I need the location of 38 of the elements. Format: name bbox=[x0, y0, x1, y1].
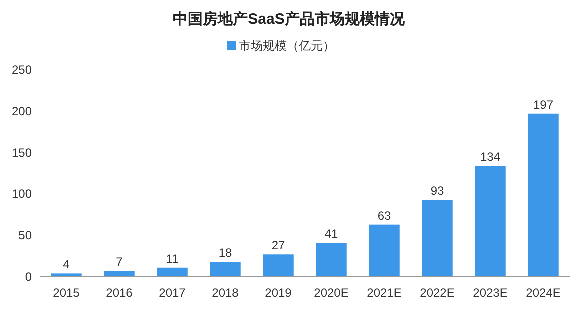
data-label: 63 bbox=[378, 208, 392, 223]
bar bbox=[210, 262, 241, 277]
chart-title: 中国房地产SaaS产品市场规模情况 bbox=[173, 10, 406, 28]
y-tick-label: 100 bbox=[12, 187, 32, 202]
data-label: 11 bbox=[166, 252, 180, 266]
data-label: 27 bbox=[272, 238, 286, 253]
bar bbox=[528, 114, 559, 277]
x-tick-label: 2023E bbox=[473, 286, 508, 300]
x-tick-label: 2017 bbox=[159, 286, 186, 300]
x-tick-label: 2018 bbox=[212, 286, 240, 300]
x-tick-label: 2016 bbox=[106, 286, 134, 300]
data-label: 134 bbox=[480, 150, 501, 164]
bar bbox=[263, 254, 294, 277]
x-tick-label: 2021E bbox=[367, 286, 402, 300]
x-tick-label: 2024E bbox=[526, 286, 561, 300]
y-tick-label: 50 bbox=[18, 228, 32, 243]
x-tick-label: 2020E bbox=[314, 286, 349, 300]
x-tick-label: 2022E bbox=[420, 286, 455, 300]
bar bbox=[316, 243, 347, 277]
x-tick-label: 2015 bbox=[53, 286, 80, 300]
data-label: 4 bbox=[63, 258, 70, 272]
y-tick-label: 0 bbox=[25, 270, 32, 284]
bar bbox=[475, 166, 506, 277]
data-label: 18 bbox=[218, 246, 232, 260]
x-tick-label: 2019 bbox=[265, 286, 292, 300]
data-label: 7 bbox=[116, 255, 124, 270]
bar bbox=[157, 268, 188, 277]
y-tick-label: 150 bbox=[12, 146, 32, 160]
bar bbox=[51, 274, 82, 277]
data-label: 197 bbox=[533, 98, 554, 112]
data-label: 93 bbox=[430, 184, 444, 198]
legend-label: 市场规模（亿元） bbox=[239, 39, 335, 53]
y-tick-label: 200 bbox=[12, 104, 32, 118]
bar bbox=[104, 271, 135, 277]
bar bbox=[422, 200, 453, 277]
y-tick-label: 250 bbox=[12, 63, 32, 77]
bar bbox=[369, 224, 400, 277]
data-label: 41 bbox=[324, 227, 338, 242]
